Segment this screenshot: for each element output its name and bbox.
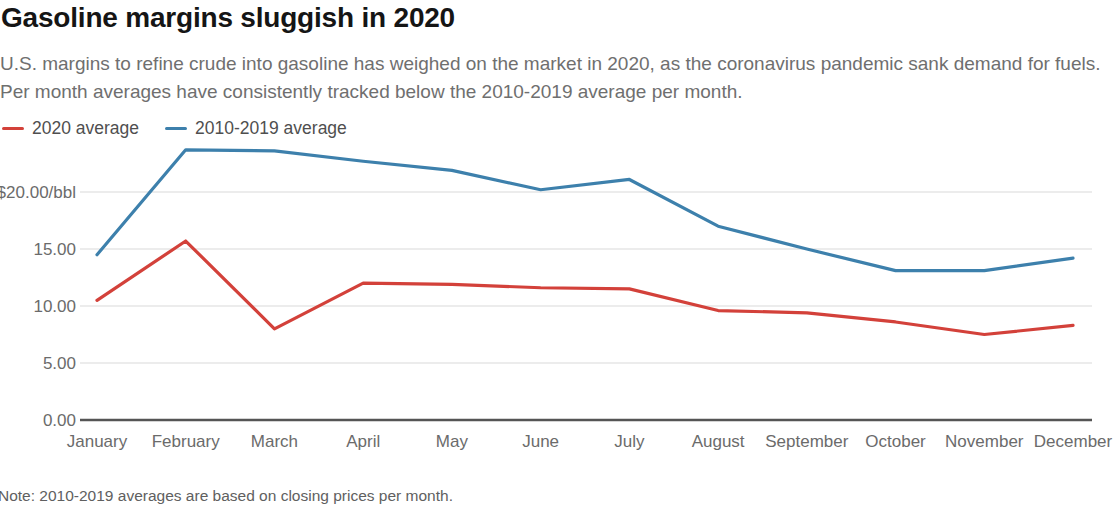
x-tick-label: February [152, 432, 221, 451]
x-tick-label: December [1034, 432, 1113, 451]
y-tick-label: 0.00 [43, 411, 76, 430]
x-tick-label: August [692, 432, 745, 451]
gasoline-margins-line-chart: 0.00 5.00 10.00 15.00 $20.00/bbl January Febru… [0, 0, 1119, 509]
x-tick-label: November [945, 432, 1024, 451]
series-line-2020-average [97, 241, 1073, 334]
x-tick-label: April [346, 432, 380, 451]
y-tick-label: 5.00 [43, 354, 76, 373]
y-tick-label: 15.00 [33, 240, 76, 259]
x-tick-label: July [614, 432, 645, 451]
series-line-2010-2019-average [97, 150, 1073, 271]
chart-note: Note: 2010-2019 averages are based on cl… [0, 487, 453, 505]
x-tick-label: September [765, 432, 848, 451]
x-tick-label: January [67, 432, 128, 451]
y-tick-label: 10.00 [33, 297, 76, 316]
x-tick-label: June [522, 432, 559, 451]
y-tick-label: $20.00/bbl [0, 183, 76, 202]
x-tick-label: March [251, 432, 298, 451]
chart-canvas: Gasoline margins sluggish in 2020 U.S. m… [0, 0, 1119, 509]
x-tick-label: May [436, 432, 469, 451]
x-tick-label: October [865, 432, 926, 451]
